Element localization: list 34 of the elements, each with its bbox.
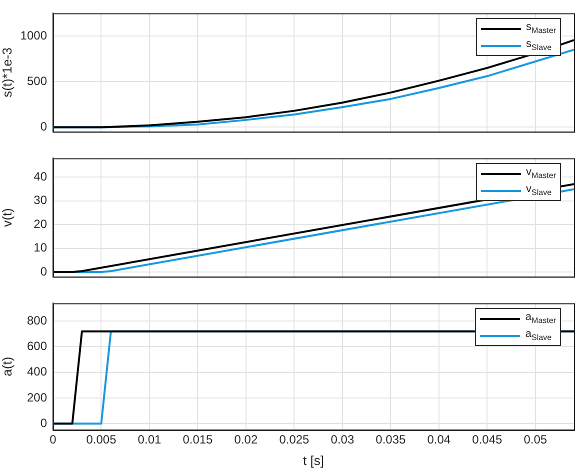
y-tick-label: 10	[34, 240, 48, 255]
legend-label: v$_{Master}$	[526, 166, 556, 180]
y-axis-title: v(t)	[0, 208, 14, 227]
y-tick-label: 30	[34, 193, 48, 208]
y-tick-label: 40	[34, 169, 48, 184]
x-tick-label: 0.01	[138, 432, 162, 447]
y-tick-label: 500	[26, 74, 48, 88]
y-axis-title: a(t)	[0, 356, 14, 376]
y-axis-title: s(t)*1e-3	[0, 48, 14, 98]
x-tick-label: 0.005	[86, 432, 117, 447]
legend-label: s$_{Master}$	[526, 21, 556, 36]
y-tick-label: 600	[26, 339, 48, 354]
legend-label: a$_{Slave}$	[525, 328, 552, 342]
x-tick-label: 0.03	[330, 432, 354, 447]
x-tick-label: 0.035	[376, 432, 406, 447]
legend-label: v$_{Slave}$	[526, 183, 552, 198]
y-tick-label: 400	[26, 364, 48, 379]
y-tick-label: 0	[40, 416, 48, 430]
y-tick-label: 0	[40, 264, 48, 278]
y-tick-label: 200	[26, 390, 48, 404]
x-tick-label: 0.045	[472, 432, 503, 447]
legend-label: a$_{Master}$	[525, 311, 556, 326]
x-tick-label: 0.05	[524, 432, 548, 447]
x-tick-label: 0.04	[427, 432, 451, 447]
y-tick-label: 1000	[20, 28, 48, 42]
x-tick-label: 0.02	[234, 432, 258, 447]
x-tick-label: 0.015	[182, 432, 214, 447]
x-tick-label: 0	[50, 432, 57, 447]
y-tick-label: 0	[40, 120, 48, 134]
x-axis-title: t [s]	[303, 452, 324, 468]
legend-label: s$_{Slave}$	[526, 38, 552, 52]
y-tick-label: 800	[26, 313, 48, 328]
y-tick-label: 20	[34, 216, 48, 231]
x-tick-label: 0.025	[279, 432, 310, 447]
